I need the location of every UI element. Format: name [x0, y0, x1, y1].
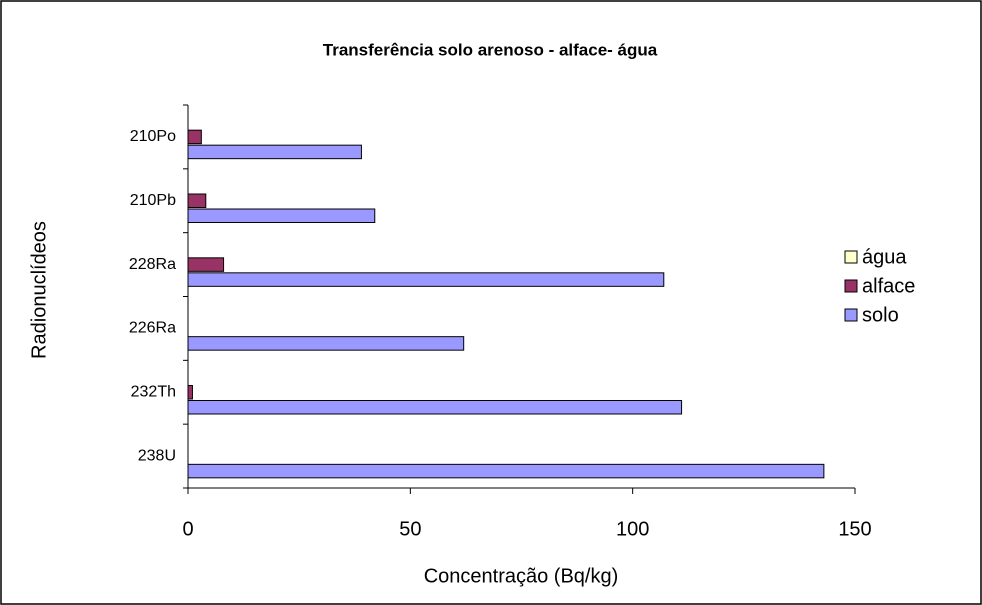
y-axis-label: Radionuclídeos: [28, 221, 50, 359]
bar: [187, 272, 665, 287]
legend-swatch: [844, 308, 858, 322]
bar: [187, 144, 362, 160]
y-tick-label: 226Ra: [129, 320, 176, 337]
y-tick-label: 210Po: [130, 128, 176, 145]
legend-swatch: [844, 279, 858, 293]
chart-title: Transferência solo arenoso - alface- águ…: [323, 40, 658, 59]
x-tick-label: 100: [616, 518, 649, 540]
bar: [187, 208, 376, 223]
x-axis-label: Concentração (Bq/kg): [424, 565, 619, 587]
bar: [187, 385, 193, 400]
x-tick-label: 0: [182, 518, 193, 540]
bar: [187, 400, 683, 415]
y-tick-label: 232Th: [131, 383, 176, 400]
bar: [187, 129, 202, 145]
bar: [187, 257, 225, 272]
x-tick-label: 150: [838, 518, 871, 540]
y-tick-label: 210Pb: [130, 192, 176, 209]
y-tick-label: 228Ra: [129, 256, 176, 273]
legend-label: alface: [862, 275, 915, 297]
y-tick-label: 238U: [138, 447, 176, 464]
legend-label: água: [862, 246, 907, 268]
legend-label: solo: [862, 304, 899, 326]
bar: [187, 463, 825, 479]
x-tick-label: 50: [399, 518, 421, 540]
legend-swatch: [844, 250, 858, 264]
bar: [187, 336, 465, 351]
bar: [187, 193, 207, 208]
